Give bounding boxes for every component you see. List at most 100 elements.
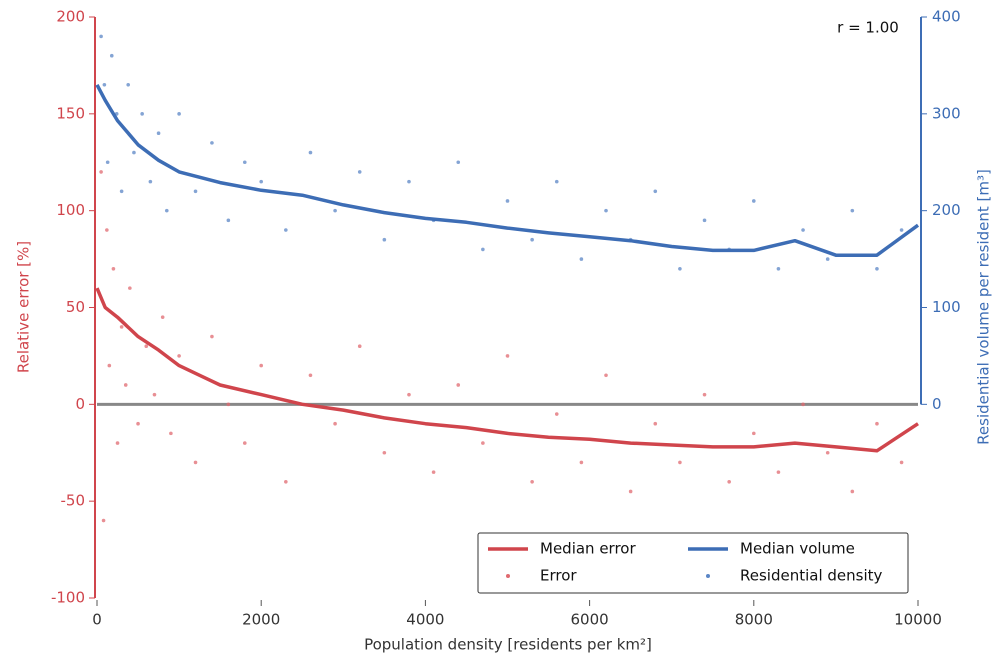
y2-tick-label: 400 [932,8,961,26]
scatter-point [259,363,264,368]
y-axis-label: Relative error [%] [15,241,33,373]
x-tick-label: 2000 [242,611,280,629]
scatter-point [284,480,288,484]
scatter-point [604,208,608,213]
scatter-point [382,237,387,242]
scatter-point [102,82,107,87]
y2-tick-label: 300 [932,104,961,122]
scatter-point [678,460,682,465]
scatter-point [801,402,805,407]
scatter-point [105,160,110,165]
x-axis-label: Population density [residents per km²] [364,636,652,654]
y-tick-label: 200 [56,8,85,26]
legend-label: Median volume [740,540,855,558]
scatter-point [111,266,116,271]
scatter-point [126,82,130,87]
scatter-point [132,150,136,155]
annotation: r = 1.00 [837,19,899,37]
scatter-point [604,373,608,378]
scatter-point [407,392,411,397]
scatter-point [382,450,387,455]
scatter-point [259,179,264,184]
scatter-point [554,179,559,184]
scatter-point [505,199,510,203]
scatter-point [875,266,879,271]
scatter-point [119,325,124,329]
scatter-point [210,141,214,145]
scatter-point [456,160,461,165]
scatter-point [99,34,103,39]
x-tick-label: 10000 [894,611,942,629]
scatter-point [357,170,362,174]
scatter-point [148,179,153,184]
scatter-point [702,392,707,397]
scatter-point [727,480,731,484]
scatter-point [456,383,461,387]
x-tick-label: 0 [92,611,102,629]
scatter-point [105,228,109,232]
scatter-point [702,218,707,223]
scatter-point [579,460,584,465]
legend-label: Median error [540,540,636,558]
scatter-point [653,421,658,426]
scatter-point [119,189,124,194]
x-tick-label: 6000 [571,611,609,629]
scatter-point [752,199,756,203]
scatter-point [193,189,198,194]
scatter-point [193,460,198,465]
scatter-point [226,218,231,223]
scatter-point [407,179,411,184]
scatter-point [653,189,658,194]
scatter-point [801,228,805,232]
scatter-point [357,344,362,349]
scatter-point [109,53,114,58]
legend-swatch [706,574,710,578]
scatter-point [308,150,313,155]
scatter-point [628,489,633,494]
scatter-point [899,460,904,465]
scatter-point [136,421,140,426]
scatter-point [530,237,534,242]
legend-label: Residential density [740,567,883,585]
y-tick-label: 150 [56,104,85,122]
y2-tick-label: 0 [932,395,942,413]
legend: Median error Median volume Error Residentia… [477,532,909,594]
scatter-point [875,421,879,426]
y-tick-label: 50 [66,298,85,316]
y-tick-label: 100 [56,201,85,219]
scatter-point [177,112,181,116]
scatter-point [530,480,534,484]
legend-box [477,532,909,594]
scatter-point [242,441,247,445]
scatter-point [431,470,436,474]
y2-tick-label: 200 [932,201,961,219]
scatter-point [481,247,485,252]
scatter-point [776,266,781,271]
scatter-point [99,170,103,174]
scatter-point [579,257,584,261]
y-tick-label: -50 [61,492,86,510]
scatter-point [226,402,231,407]
scatter-point [481,441,485,445]
scatter-point [678,266,682,271]
y-tick-label: 0 [75,395,85,413]
scatter-point [164,208,169,213]
scatter-point [850,489,855,494]
scatter-point [899,228,904,232]
scatter-point [554,412,559,416]
y2-axis-label: Residential volume per resident [m³] [975,169,993,445]
scatter-point [308,373,313,378]
scatter-point [140,112,144,116]
y-tick-label: -100 [51,589,85,607]
scatter-point [333,421,337,426]
scatter-point [242,160,247,165]
scatter-point [169,431,173,436]
scatter-point [152,392,157,397]
scatter-point [284,228,288,232]
scatter-point [752,431,756,436]
y2-tick-label: 100 [932,298,961,316]
scatter-point [128,286,132,290]
scatter-point [177,354,181,358]
scatter-point [123,383,128,387]
